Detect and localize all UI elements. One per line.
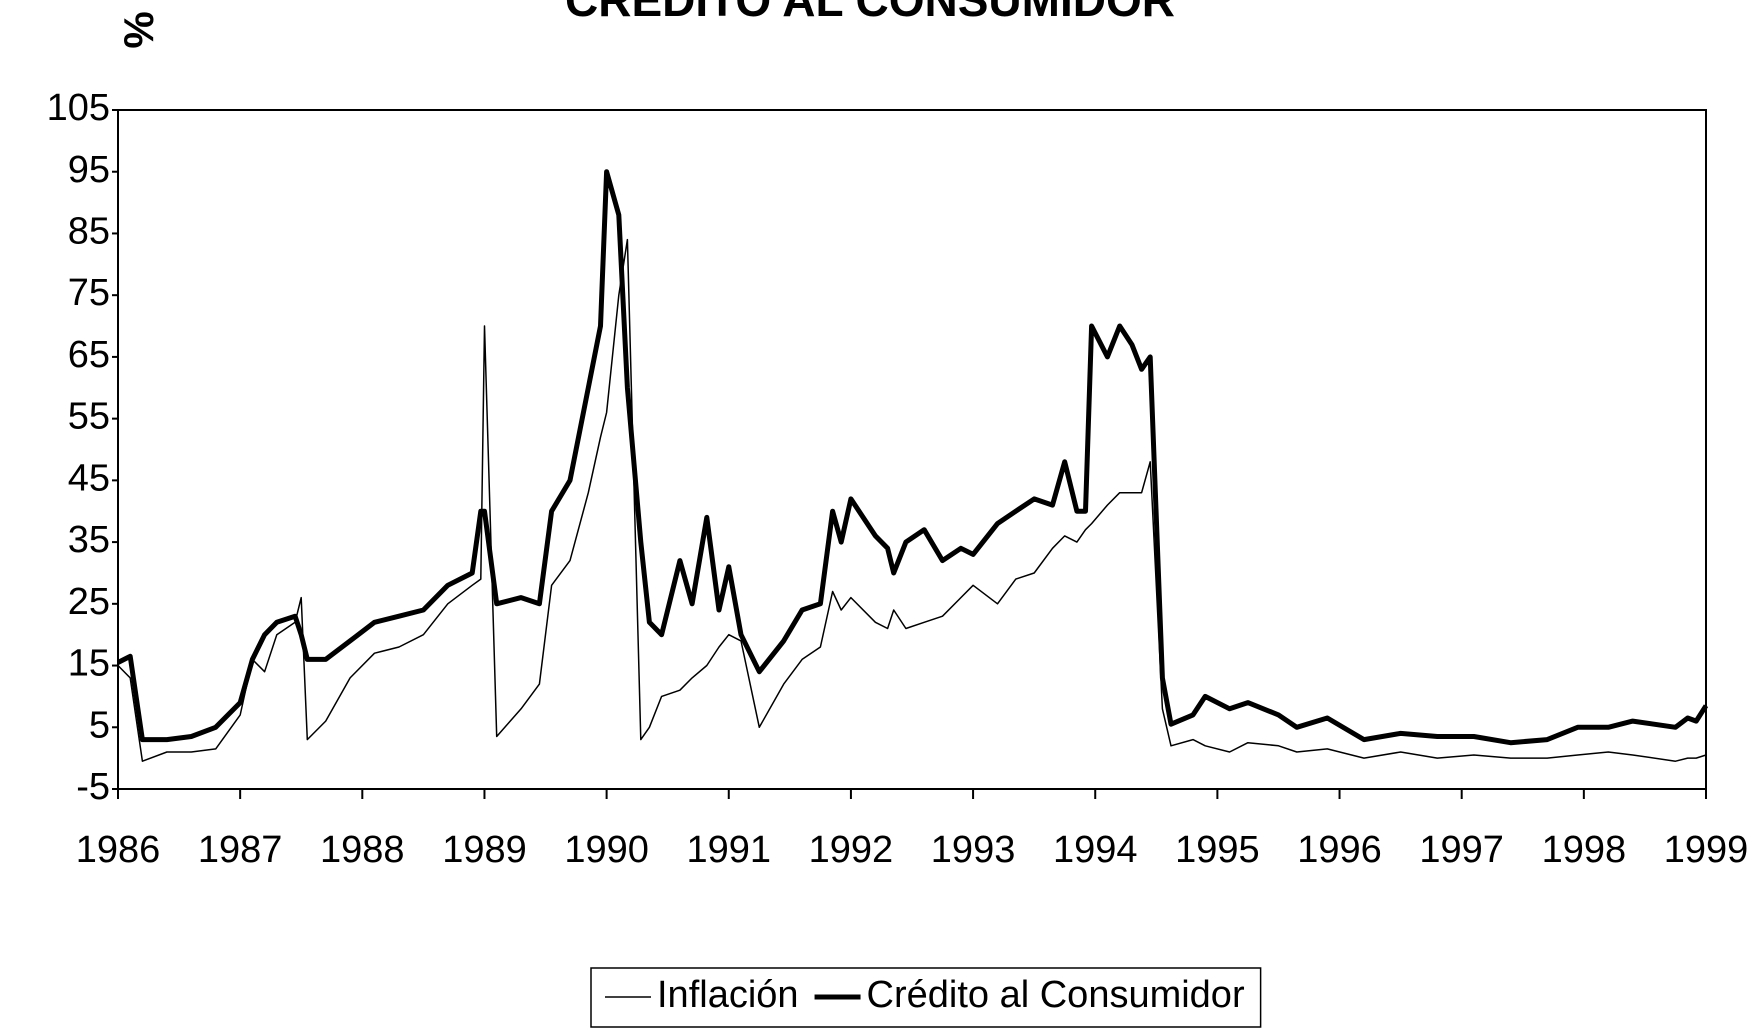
y-tick-label: 15 <box>68 643 110 685</box>
legend-box <box>590 967 1262 1028</box>
y-tick-label: 85 <box>68 210 110 252</box>
y-tick-label: 55 <box>68 396 110 438</box>
x-tick-label: 1989 <box>442 829 527 871</box>
x-tick-label: 1986 <box>76 829 161 871</box>
x-tick-label: 1997 <box>1419 829 1504 871</box>
x-tick-label: 1998 <box>1542 829 1627 871</box>
plot-frame <box>117 109 1707 790</box>
x-tick-label: 1987 <box>198 829 283 871</box>
legend-label: Inflación <box>657 974 799 1016</box>
y-tick-label: 5 <box>89 704 110 746</box>
x-tick-label: 1993 <box>931 829 1016 871</box>
chart-title: CRÉDITO AL CONSUMIDOR <box>565 0 1175 26</box>
series-line <box>116 169 1709 746</box>
x-tick-label: 1996 <box>1297 829 1382 871</box>
x-tick-label: 1988 <box>320 829 405 871</box>
y-tick-label: 75 <box>68 272 110 314</box>
y-tick-label: 35 <box>68 519 110 561</box>
y-tick-label: 65 <box>68 334 110 376</box>
x-tick-label: 1995 <box>1175 829 1260 871</box>
x-tick-label: 1994 <box>1053 829 1138 871</box>
x-tick-label: 1991 <box>686 829 771 871</box>
y-tick-label: 95 <box>68 149 110 191</box>
y-tick-label: 45 <box>68 457 110 499</box>
series-line <box>117 238 1707 762</box>
legend-label: Crédito al Consumidor <box>867 974 1245 1016</box>
y-tick-label: 25 <box>68 581 110 623</box>
x-tick-label: 1990 <box>564 829 649 871</box>
y-axis-label: % <box>115 11 162 48</box>
y-tick-label: 105 <box>47 87 110 129</box>
x-tick-label: 1999 <box>1664 829 1749 871</box>
y-tick-label: -5 <box>76 766 110 808</box>
x-tick-label: 1992 <box>809 829 894 871</box>
